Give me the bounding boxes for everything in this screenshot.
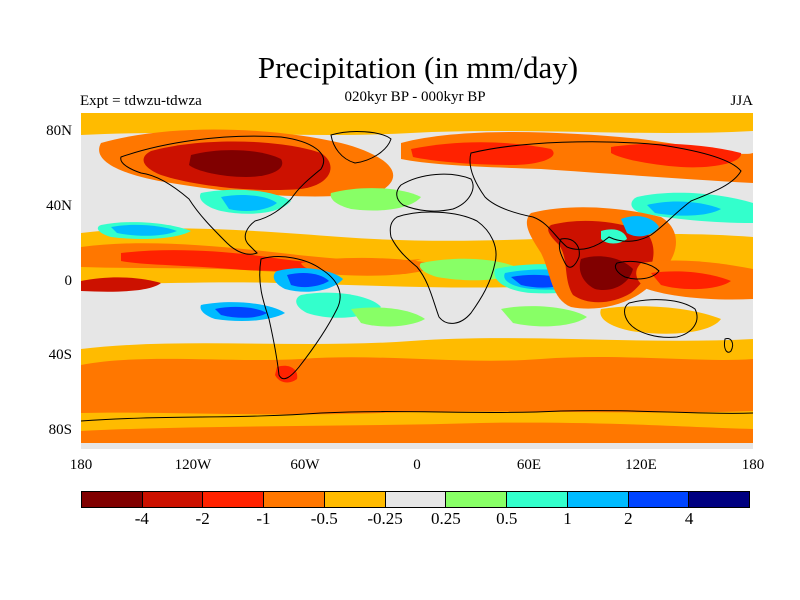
colorbar (81, 491, 750, 508)
lon-tick-label: 120E (625, 457, 657, 473)
coastline-greenland (330, 131, 392, 164)
lat-tick-label: 40S (48, 347, 72, 363)
lat-tick-label: 0 (64, 273, 73, 289)
anomaly-north-atlantic-wet (330, 188, 421, 211)
lon-tick-label: 180 (741, 457, 765, 473)
lon-tick-label: 0 (413, 457, 421, 473)
coastline-europe (396, 173, 474, 212)
colorbar-tick-label: 0.5 (496, 509, 518, 528)
anomaly-eurasia-core (411, 142, 554, 165)
anomaly-itcz-atlantic (301, 257, 441, 276)
anomaly-north-america-max (189, 150, 283, 177)
coastline-australia (624, 299, 698, 338)
coastline-india (558, 238, 580, 268)
colorbar-tick-label: -0.5 (310, 509, 338, 528)
colorbar-swatch (385, 492, 447, 507)
anomaly-nw-pacific-blue (647, 201, 721, 216)
coastline-south-america (259, 256, 341, 380)
precipitation-map (81, 113, 753, 449)
anomaly-antarctic-coast (81, 422, 753, 443)
coastline-eurasia (469, 141, 742, 250)
colorbar-swatch (324, 492, 386, 507)
anomaly-australia-orange (600, 306, 721, 334)
anomaly-east-asia-green (601, 229, 627, 244)
colorbar-swatch (628, 492, 690, 507)
period-subtitle: 020kyr BP - 000kyr BP (344, 89, 486, 105)
colorbar-tick-label: 1 (563, 509, 572, 528)
colorbar-tick-label: 0.25 (431, 509, 461, 528)
anomaly-gulf-stream-blue (221, 195, 277, 211)
anomaly-fields (81, 113, 753, 443)
colorbar-swatch (264, 492, 325, 507)
colorbar-tick-label: 4 (684, 509, 694, 528)
colorbar-swatch (142, 492, 204, 507)
coastline-africa (389, 211, 497, 324)
anomaly-equatorial-pacific-red (81, 277, 161, 292)
lat-tick-label: 40N (46, 198, 72, 214)
colorbar-swatch (446, 492, 508, 507)
figure-title: Precipitation (in mm/day) (257, 50, 579, 85)
colorbar-tick-label: -4 (134, 509, 149, 528)
anomaly-siberia (611, 143, 742, 168)
anomaly-west-pacific-red (651, 271, 731, 290)
colorbar-swatch (689, 492, 750, 507)
anomaly-south-indian-green (501, 306, 587, 327)
lat-tick-label: 80S (48, 422, 72, 438)
coastlines (81, 131, 753, 422)
colorbar-tick-label: -1 (256, 509, 271, 528)
lon-tick-label: 60W (290, 457, 320, 473)
lon-tick-label: 60E (516, 457, 542, 473)
lon-tick-label: 120W (174, 457, 212, 473)
anomaly-east-asia-wet (621, 216, 659, 237)
season-label: JJA (730, 93, 753, 109)
experiment-label: Expt = tdwzu-tdwza (80, 93, 202, 109)
anomaly-southeast-pacific-core (215, 306, 267, 318)
colorbar-swatch (203, 492, 265, 507)
colorbar-tick-label: -0.25 (367, 509, 403, 528)
coastline-antarctica (81, 410, 753, 422)
anomaly-amazon-core (287, 273, 329, 288)
anomaly-itcz-pacific-strong (121, 250, 361, 271)
coastline-new-zealand (724, 338, 734, 353)
coastline-north-america (120, 135, 324, 255)
map-canvas (81, 113, 753, 449)
lat-tick-label: 80N (46, 123, 72, 139)
anomaly-southern-ocean-strong (81, 357, 753, 415)
coastline-maritime (614, 260, 660, 280)
colorbar-swatch (567, 492, 629, 507)
lon-tick-label: 180 (69, 457, 93, 473)
anomaly-maritime-core (579, 256, 633, 291)
colorbar-swatch (82, 492, 143, 507)
colorbar-tick-label: -2 (195, 509, 210, 528)
anomaly-south-atlantic-green (351, 307, 425, 327)
colorbar-swatch (507, 492, 568, 507)
anomaly-central-pacific-blue (111, 224, 177, 236)
anomaly-arctic-orange (81, 113, 753, 135)
colorbar-tick-label: 2 (624, 509, 633, 528)
anomaly-patagonia-red (275, 365, 298, 383)
